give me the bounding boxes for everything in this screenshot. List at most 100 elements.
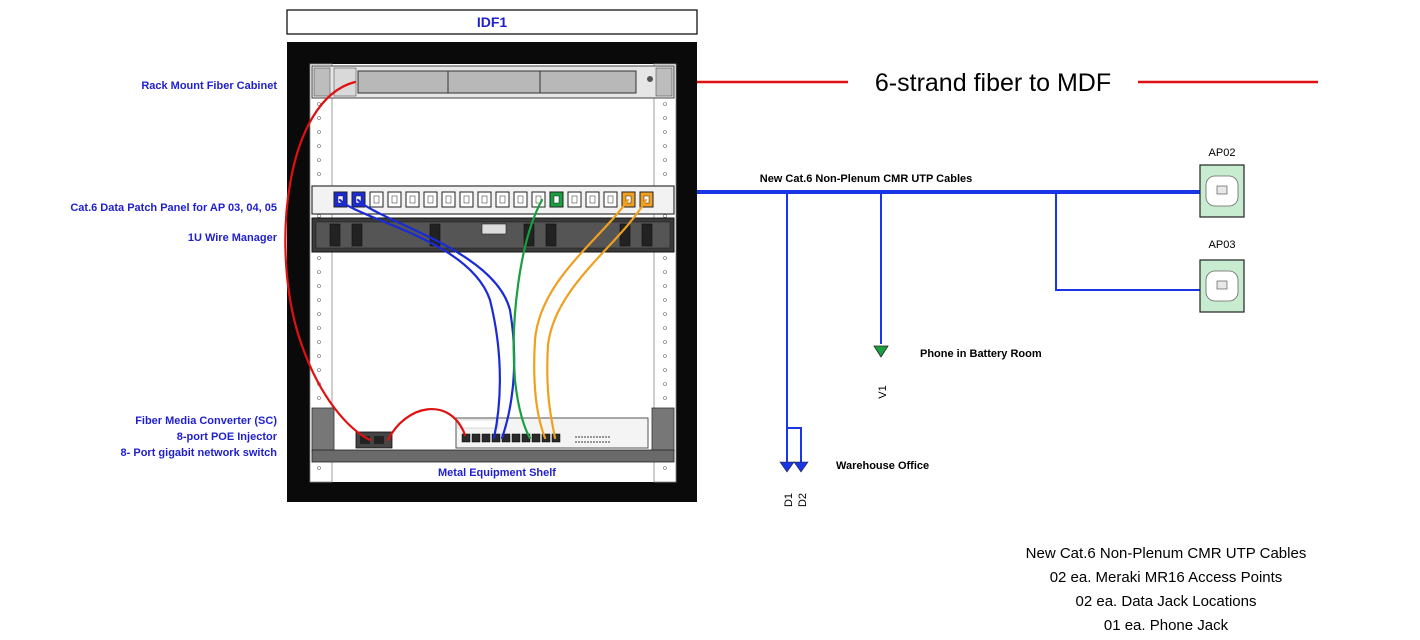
patch-port-jack [409, 195, 416, 204]
rail-hole [663, 158, 667, 162]
label-switch: 8- Port gigabit network switch [121, 447, 278, 459]
patch-green [512, 198, 544, 440]
rail-hole [317, 102, 321, 106]
rail-hole [317, 130, 321, 134]
summary-line-1: New Cat.6 Non-Plenum CMR UTP Cables [1026, 545, 1307, 562]
fiber-cabinet [311, 65, 675, 99]
rail-hole [663, 116, 667, 120]
ap03-label: AP03 [1209, 239, 1236, 251]
summary-line-3: 02 ea. Data Jack Locations [1076, 593, 1257, 610]
equipment-shelf [311, 407, 675, 463]
rail-hole [317, 326, 321, 330]
rail-hole [663, 298, 667, 302]
phone-jack-v1: V1 Phone in Battery Room [873, 345, 1042, 399]
switch-led [575, 441, 577, 443]
patch-port-jack [553, 195, 560, 204]
rail-hole [663, 284, 667, 288]
shelf-label: Metal Equipment Shelf [438, 467, 556, 479]
switch-led [578, 441, 580, 443]
switch-led [578, 436, 580, 438]
wire-manager-slot [545, 223, 557, 247]
switch-led [596, 436, 598, 438]
wire-manager-slot [329, 223, 341, 247]
switch-led [584, 436, 586, 438]
switch-port [471, 433, 481, 443]
rail-hole [663, 270, 667, 274]
rail-hole [663, 396, 667, 400]
rail-hole [317, 256, 321, 260]
summary-line-2: 02 ea. Meraki MR16 Access Points [1050, 569, 1283, 586]
label-wire-manager: 1U Wire Manager [188, 232, 278, 244]
switch-led [581, 441, 583, 443]
rail-hole [317, 312, 321, 316]
rail-hole [663, 102, 667, 106]
rail-hole [663, 466, 667, 470]
rail-hole [663, 326, 667, 330]
rail-hole [663, 382, 667, 386]
data-jack-d1: D1 [783, 493, 795, 507]
rack-title-box: IDF1 [286, 9, 698, 35]
switch-led [581, 436, 583, 438]
wire-manager-slot [351, 223, 363, 247]
switch-port [511, 433, 521, 443]
rail-hole [317, 354, 321, 358]
switch-port [461, 433, 471, 443]
rail-hole [663, 256, 667, 260]
rail-hole [317, 172, 321, 176]
data-jacks: D1 D2 Warehouse Office [779, 460, 929, 507]
rail-hole [317, 298, 321, 302]
label-fiber-cabinet: Rack Mount Fiber Cabinet [141, 80, 277, 92]
switch-led [596, 441, 598, 443]
label-media-converter: Fiber Media Converter (SC) [135, 415, 277, 427]
switch-led [575, 436, 577, 438]
patch-port-jack [517, 195, 524, 204]
switch-led [599, 441, 601, 443]
rail-hole [317, 368, 321, 372]
wire-manager-slot [641, 223, 653, 247]
rail-hole [663, 172, 667, 176]
switch-led [608, 441, 610, 443]
switch-led [605, 441, 607, 443]
rack-title: IDF1 [477, 14, 508, 30]
patch-blue-1 [338, 198, 501, 440]
patch-orange-2 [546, 198, 648, 440]
rail-hole [317, 144, 321, 148]
data-jack-d2: D2 [797, 493, 809, 507]
rail-hole [317, 158, 321, 162]
patch-orange-1 [533, 198, 630, 440]
summary-notes: New Cat.6 Non-Plenum CMR UTP Cables 02 e… [1026, 545, 1307, 634]
patch-port-jack [445, 195, 452, 204]
access-point-ap02: AP02 [1199, 147, 1245, 218]
label-patch-panel: Cat.6 Data Patch Panel for AP 03, 04, 05 [70, 202, 277, 214]
rail-hole [663, 312, 667, 316]
rail-hole [317, 466, 321, 470]
rail-hole [317, 396, 321, 400]
patch-blue-2 [356, 198, 516, 440]
switch-led [599, 436, 601, 438]
patch-port-jack [607, 195, 614, 204]
phone-jack-label: Phone in Battery Room [920, 348, 1042, 360]
fiber-patch-red [284, 80, 372, 442]
rail-hole [317, 116, 321, 120]
switch-led [593, 436, 595, 438]
patch-port-jack [373, 195, 380, 204]
ap02-label: AP02 [1209, 147, 1236, 159]
rail-hole [663, 130, 667, 134]
summary-line-4: 01 ea. Phone Jack [1104, 617, 1229, 634]
switch-led [584, 441, 586, 443]
patch-port-jack [427, 195, 434, 204]
cat6-trunk [697, 190, 1200, 462]
patch-port-jack [499, 195, 506, 204]
switch-led [608, 436, 610, 438]
switch-led [590, 441, 592, 443]
rail-hole [317, 284, 321, 288]
patch-port-jack [571, 195, 578, 204]
patch-port-jack [481, 195, 488, 204]
patch-cables [284, 80, 648, 442]
rail-hole [317, 270, 321, 274]
switch-led [605, 436, 607, 438]
label-poe-injector: 8-port POE Injector [177, 431, 278, 443]
switch-port [491, 433, 501, 443]
patch-port-jack [391, 195, 398, 204]
